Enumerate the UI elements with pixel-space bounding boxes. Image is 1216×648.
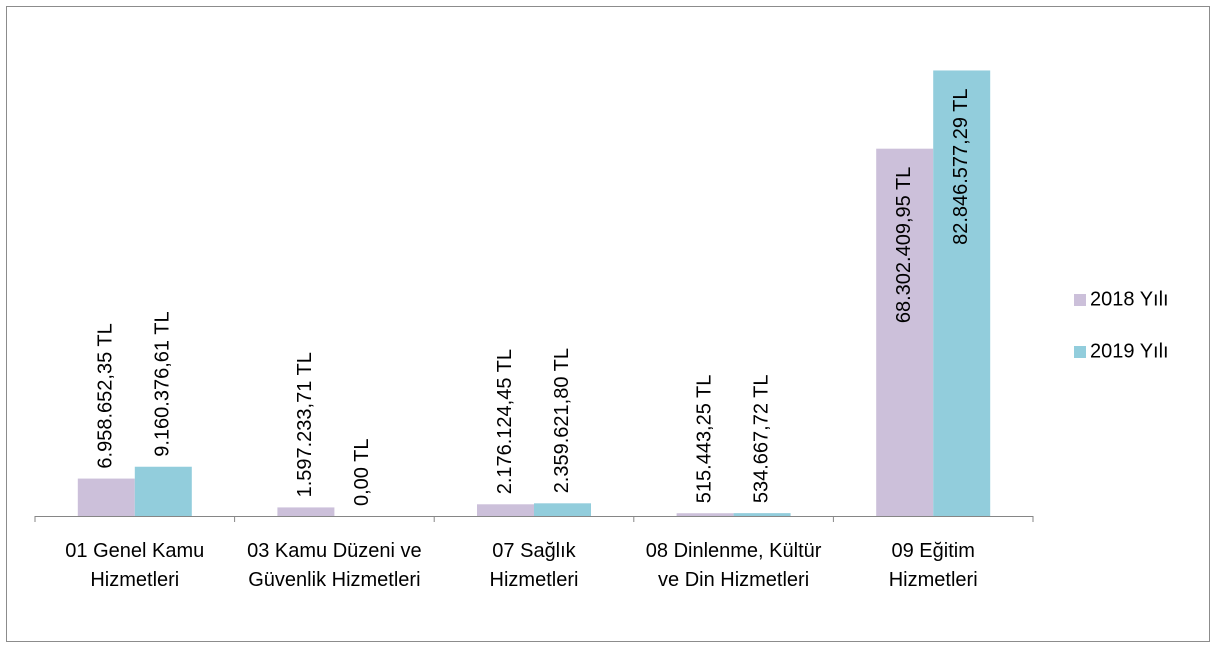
x-tick-label: 03 Kamu Düzeni ve Güvenlik Hizmetleri <box>247 540 422 591</box>
value-label: 6.958.652,35 TL <box>95 323 117 468</box>
legend-label: 2018 Yılı <box>1090 288 1169 310</box>
legend-swatch <box>1074 294 1086 306</box>
bar <box>534 503 591 516</box>
value-label: 2.359.621,80 TL <box>551 348 573 493</box>
value-label: 0,00 TL <box>351 439 373 506</box>
value-label: 82.846.577,29 TL <box>950 88 972 244</box>
value-label: 515.443,25 TL <box>693 375 715 504</box>
bar <box>477 504 534 516</box>
value-label: 2.176.124,45 TL <box>494 349 516 494</box>
x-tick-label: 08 Dinlenme, Kültür ve Din Hizmetleri <box>645 540 822 591</box>
bar <box>134 466 192 516</box>
x-tick-label: 07 Sağlık Hizmetleri <box>489 540 579 591</box>
value-label: 68.302.409,95 TL <box>893 167 915 323</box>
x-tick-label: 09 Eğitim Hizmetleri <box>888 540 978 591</box>
value-label: 1.597.233,71 TL <box>294 352 316 497</box>
bar <box>676 513 734 516</box>
bar <box>277 507 335 516</box>
bar <box>933 70 991 517</box>
x-tick-label: 01 Genel Kamu Hizmetleri <box>65 540 205 591</box>
value-label: 9.160.376,61 TL <box>152 311 174 456</box>
bar <box>733 513 791 516</box>
value-label: 534.667,72 TL <box>750 374 772 503</box>
bar <box>876 148 934 516</box>
bar <box>77 478 135 516</box>
chart-border <box>6 6 1210 642</box>
legend-label: 2019 Yılı <box>1090 340 1169 362</box>
legend-swatch <box>1074 346 1086 358</box>
